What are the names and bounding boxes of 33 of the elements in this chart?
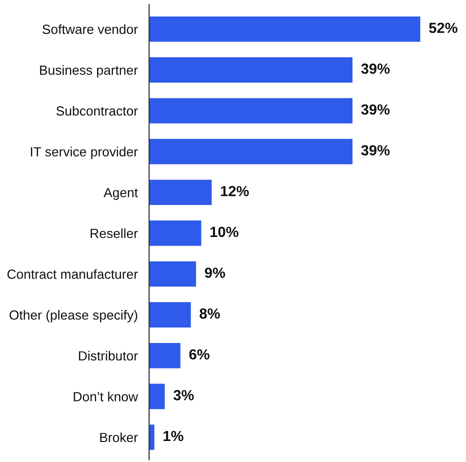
data-label: 8% [200, 308, 220, 319]
bar [149, 424, 154, 450]
bar [149, 138, 352, 164]
bar [149, 384, 165, 410]
bar [149, 57, 352, 83]
y-tick-label: IT service provider [30, 146, 138, 160]
y-tick-label: Agent [104, 188, 138, 200]
data-label: 1% [164, 430, 184, 442]
y-tick-label: Don’t know [74, 392, 138, 402]
data-label: 12% [220, 186, 249, 196]
bar [149, 261, 196, 287]
y-tick-label: Contract manufacturer [7, 269, 138, 279]
bar [149, 220, 202, 246]
y-tick-label: Broker [100, 432, 138, 442]
data-label: 10% [210, 226, 238, 238]
y-tick-label: Reseller [90, 228, 138, 238]
bar [149, 302, 191, 328]
data-label: 39% [361, 145, 390, 156]
data-label: 3% [173, 390, 194, 400]
y-tick-label: Business partner [40, 65, 138, 78]
y-tick-label: Subcontractor [56, 106, 138, 116]
bar [149, 342, 180, 368]
bar [149, 98, 352, 124]
y-tick-label: Distributor [78, 350, 138, 361]
data-label: 52% [429, 22, 458, 34]
data-label: 9% [204, 268, 226, 278]
data-label: 6% [189, 349, 210, 360]
bar [149, 16, 420, 42]
bar [149, 180, 212, 206]
y-tick-label: Software vendor [42, 24, 138, 34]
data-label: 39% [361, 64, 390, 74]
data-label: 39% [361, 104, 390, 115]
y-tick-label: Other (please specify) [10, 310, 138, 322]
